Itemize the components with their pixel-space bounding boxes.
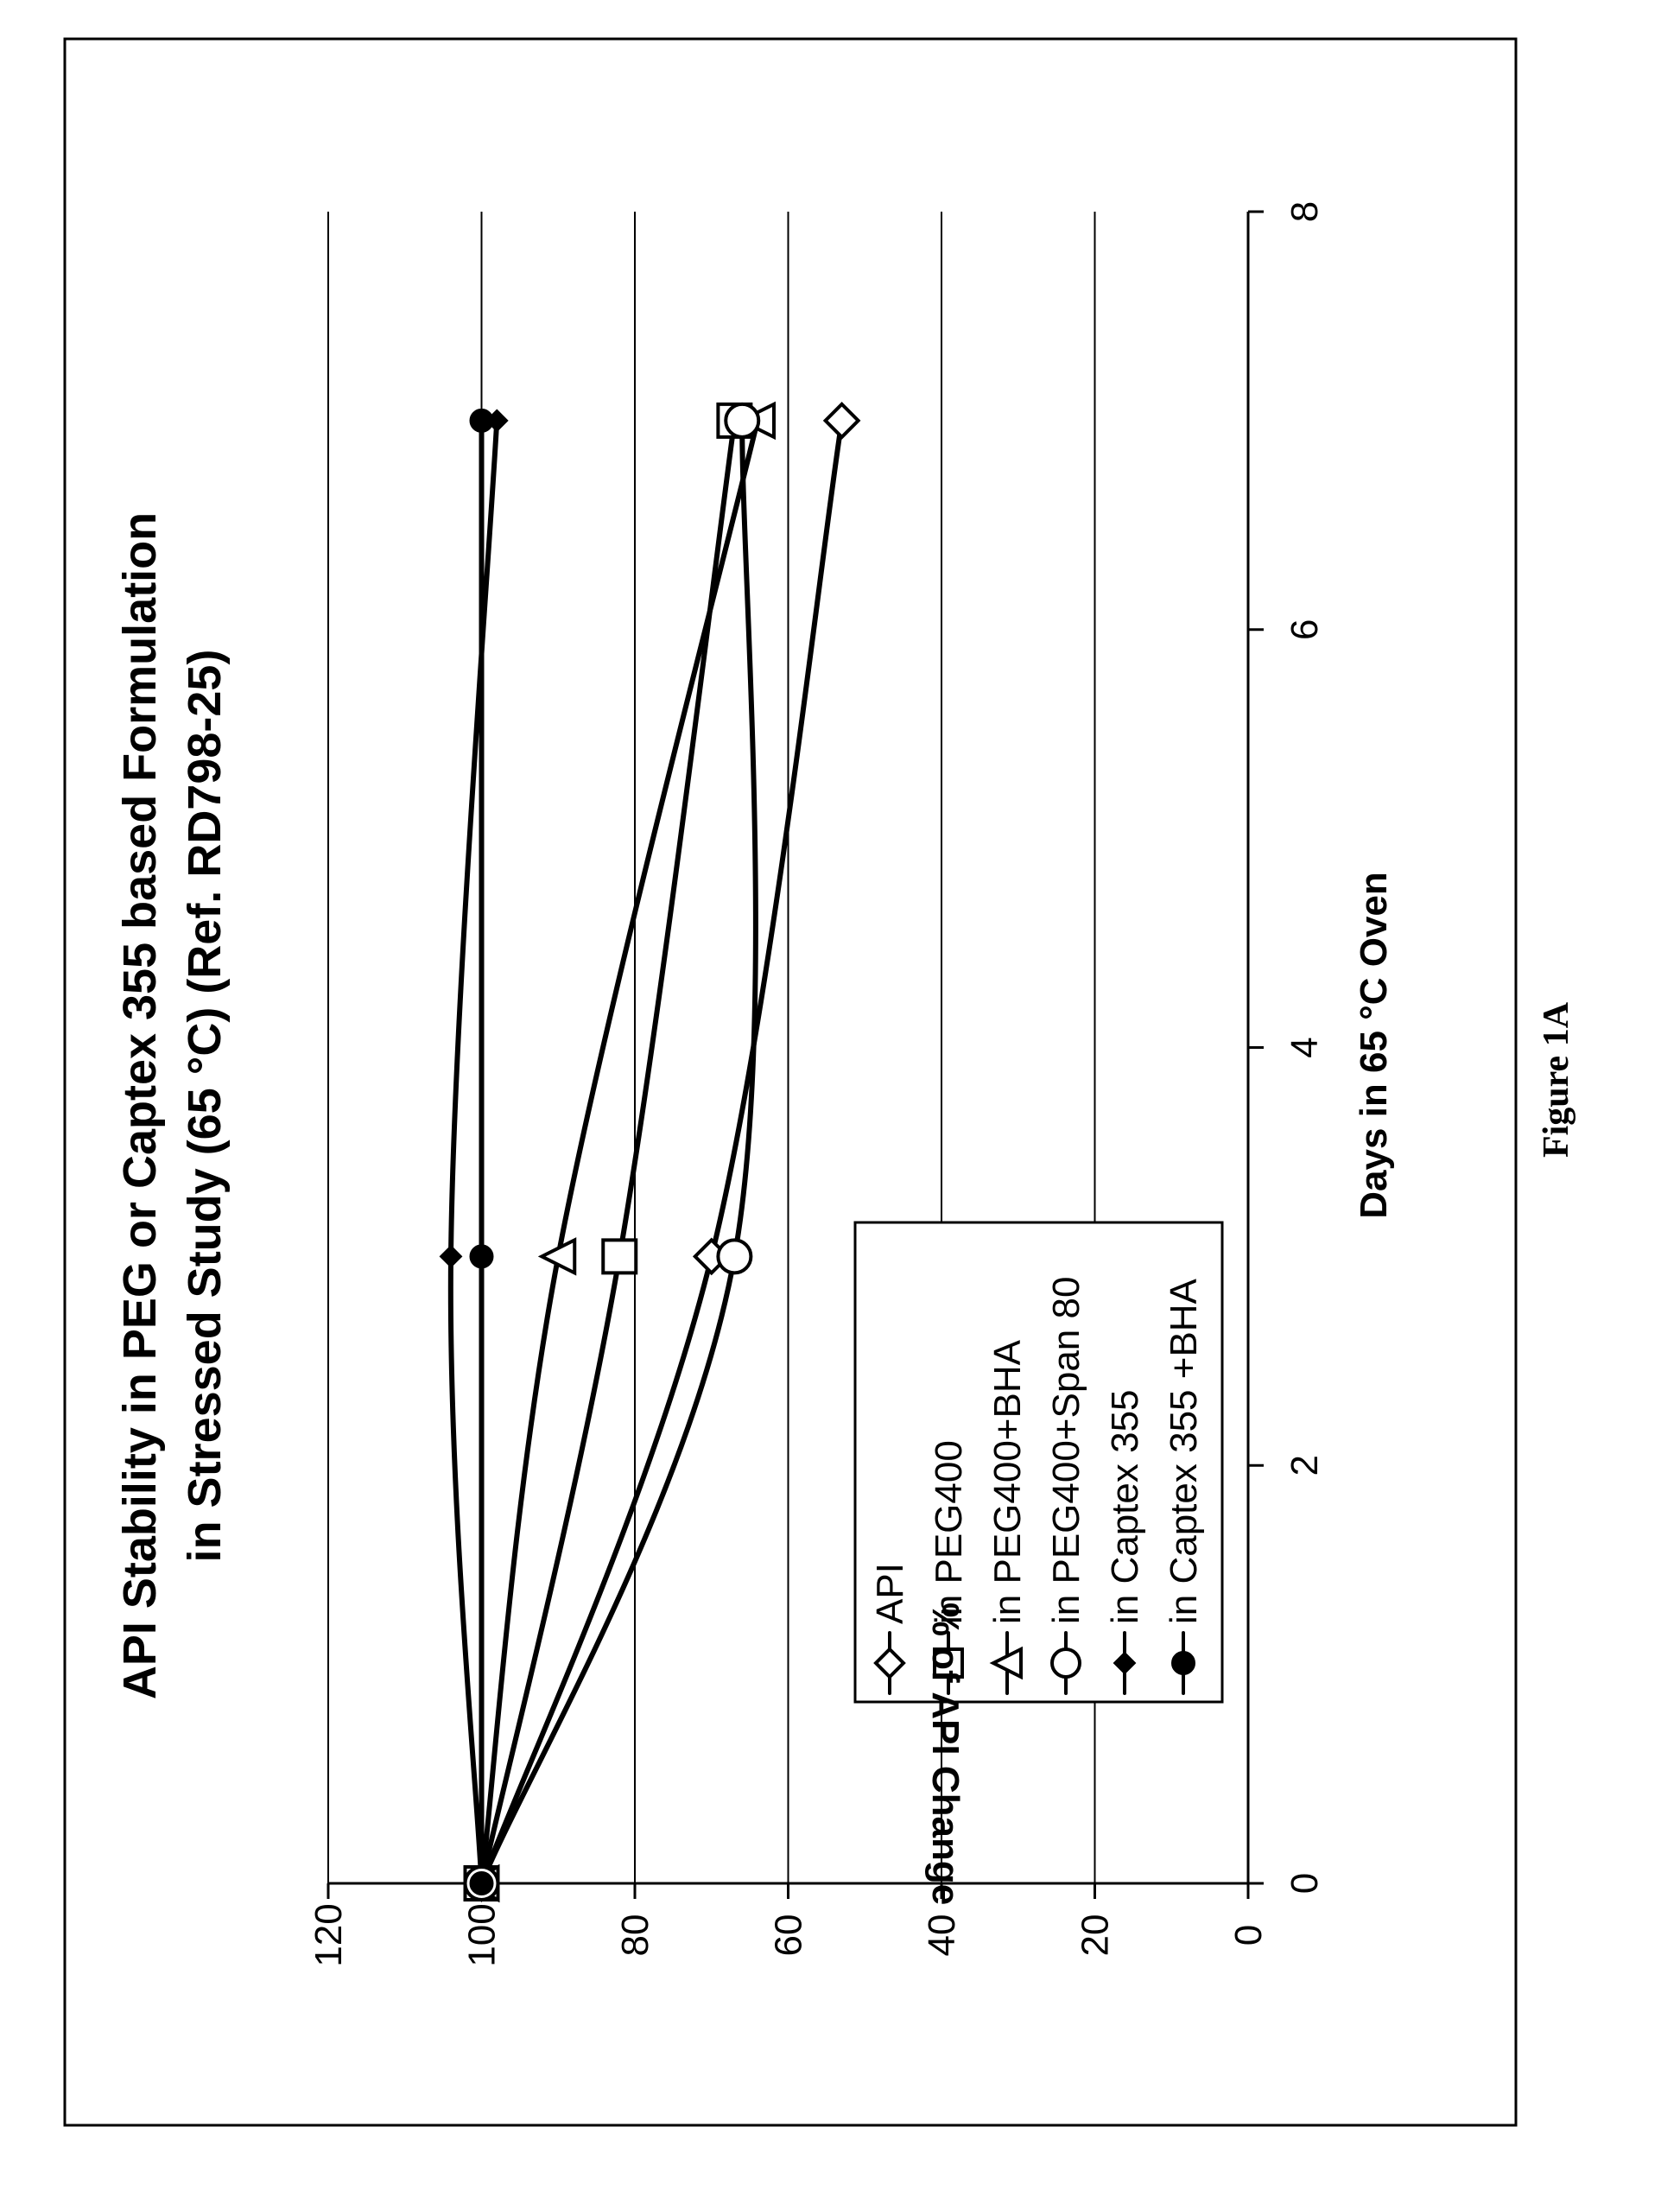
data-point-s5-2	[471, 409, 493, 432]
data-point-s3-1	[718, 1240, 751, 1273]
legend-label-1: in PEG400	[928, 1440, 970, 1624]
legend-label-2: in PEG400+BHA	[986, 1339, 1029, 1624]
x-tick-label-4: 4	[1284, 1037, 1326, 1057]
chart-title-line-1: API Stability in PEG or Captex 355 based…	[114, 512, 166, 1699]
legend-label-4: in Captex 355	[1104, 1389, 1146, 1624]
data-point-s1-1	[603, 1240, 636, 1273]
x-tick-label-8: 8	[1284, 201, 1326, 222]
legend-label-0: API	[869, 1563, 911, 1624]
figure-caption: Figure 1A	[1537, 1001, 1576, 1158]
series-lines	[451, 421, 842, 1883]
series-line-2	[482, 421, 758, 1883]
y-tick-label-60: 60	[768, 1914, 810, 1957]
x-tick-label-0: 0	[1284, 1873, 1326, 1894]
data-point-s4-1	[441, 1246, 461, 1267]
y-tick-label-0: 0	[1227, 1925, 1270, 1946]
data-point-s5-1	[471, 1245, 493, 1267]
series-line-3	[482, 421, 756, 1883]
y-tick-label-20: 20	[1075, 1914, 1117, 1957]
y-tick-label-40: 40	[921, 1914, 963, 1957]
series-line-4	[451, 421, 497, 1883]
data-point-s5-0	[471, 1872, 493, 1895]
legend: API in PEG400 in PEG400+BHA in PEG400+Span …	[855, 1222, 1222, 1702]
y-tick-label-100: 100	[461, 1903, 504, 1966]
title-group: API Stability in PEG or Captex 355 based…	[114, 512, 231, 1699]
chart-title-line-2: in Stressed Study (65 °C) (Ref. RD798-25…	[179, 650, 231, 1563]
data-point-s0-2	[826, 404, 859, 437]
series-line-1	[482, 421, 735, 1883]
legend-marker-3	[1052, 1649, 1080, 1677]
data-point-s3-2	[726, 404, 758, 437]
y-axis-title: % of API Change	[924, 1603, 967, 1905]
figure-frame	[65, 39, 1516, 2125]
y-tick-label-120: 120	[307, 1903, 350, 1966]
y-tick-label-80: 80	[614, 1914, 656, 1957]
x-tick-label-6: 6	[1284, 619, 1326, 640]
legend-label-5: in Captex 355 +BHA	[1163, 1278, 1205, 1624]
x-axis-title: Days in 65 °C Oven	[1353, 872, 1395, 1219]
legend-marker-5	[1172, 1652, 1195, 1674]
x-tick-label-2: 2	[1284, 1455, 1326, 1476]
legend-label-3: in PEG400+Span 80	[1045, 1277, 1087, 1624]
